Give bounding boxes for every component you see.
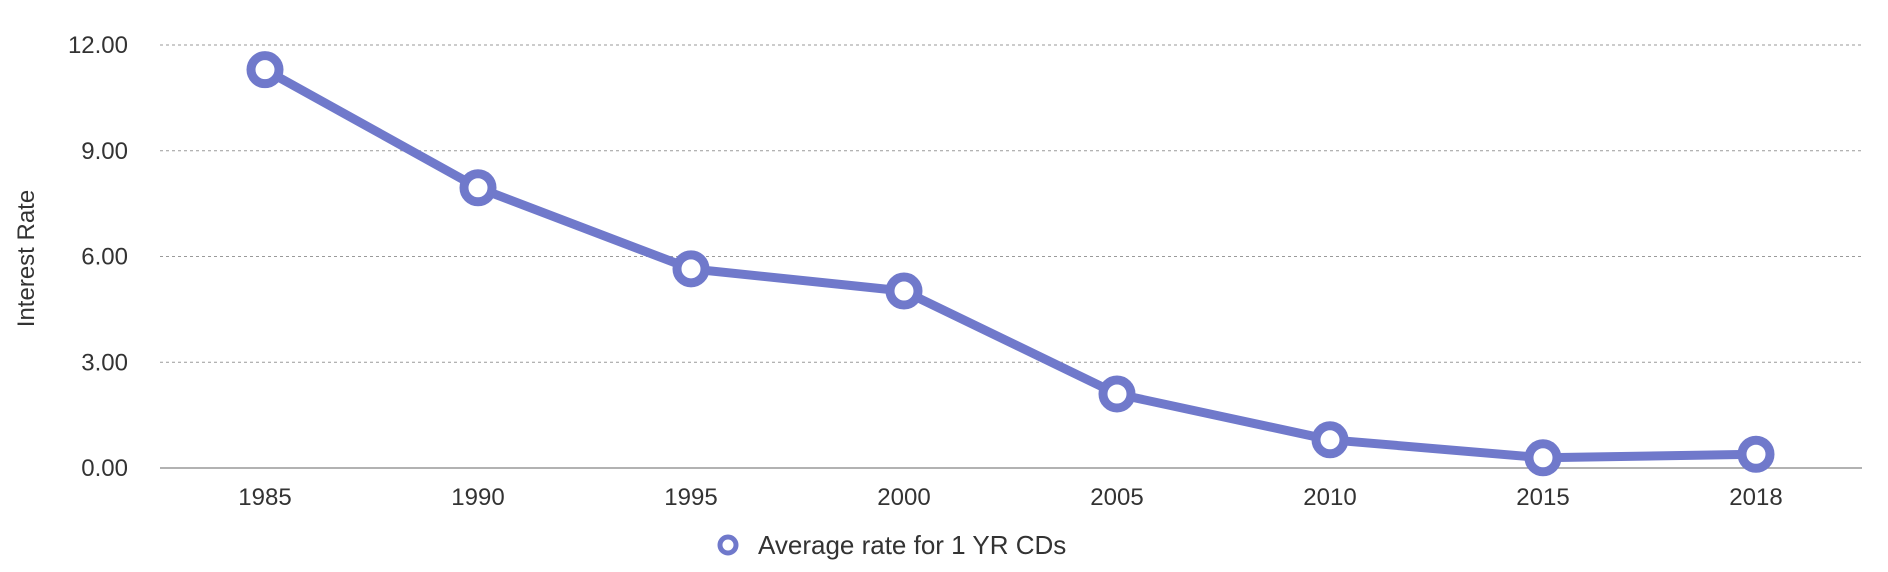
data-point[interactable]: [885, 272, 923, 310]
legend-label: Average rate for 1 YR CDs: [758, 530, 1066, 560]
x-tick-label: 2010: [1303, 484, 1356, 511]
y-tick-label: 12.00: [68, 32, 128, 59]
y-tick-label: 6.00: [81, 244, 128, 271]
x-tick-label: 1990: [451, 484, 504, 511]
x-axis-ticks: 1985 1990 1995 2000 2005 2010 2015 2018: [238, 484, 1782, 511]
y-axis-ticks: 0.00 3.00 6.00 9.00 12.00: [68, 32, 128, 482]
y-tick-label: 9.00: [81, 138, 128, 165]
data-point[interactable]: [1311, 421, 1349, 459]
data-point[interactable]: [246, 51, 284, 89]
gridlines: [160, 44, 1862, 363]
data-point[interactable]: [1524, 439, 1562, 477]
y-axis-title: Interest Rate: [13, 190, 40, 327]
data-point[interactable]: [459, 169, 497, 207]
x-tick-label: 2000: [877, 484, 930, 511]
x-tick-label: 2005: [1090, 484, 1143, 511]
data-point[interactable]: [672, 250, 710, 288]
y-tick-label: 3.00: [81, 349, 128, 376]
legend-marker: [717, 534, 739, 556]
x-tick-label: 1995: [664, 484, 717, 511]
x-tick-label: 2018: [1729, 484, 1782, 511]
x-tick-label: 2015: [1516, 484, 1569, 511]
legend[interactable]: Average rate for 1 YR CDs: [717, 530, 1066, 560]
data-point[interactable]: [1098, 375, 1136, 413]
series-layer: [246, 51, 1775, 477]
series-line: [260, 65, 1761, 463]
y-tick-label: 0.00: [81, 455, 128, 482]
x-tick-label: 1985: [238, 484, 291, 511]
data-point[interactable]: [1737, 435, 1775, 473]
